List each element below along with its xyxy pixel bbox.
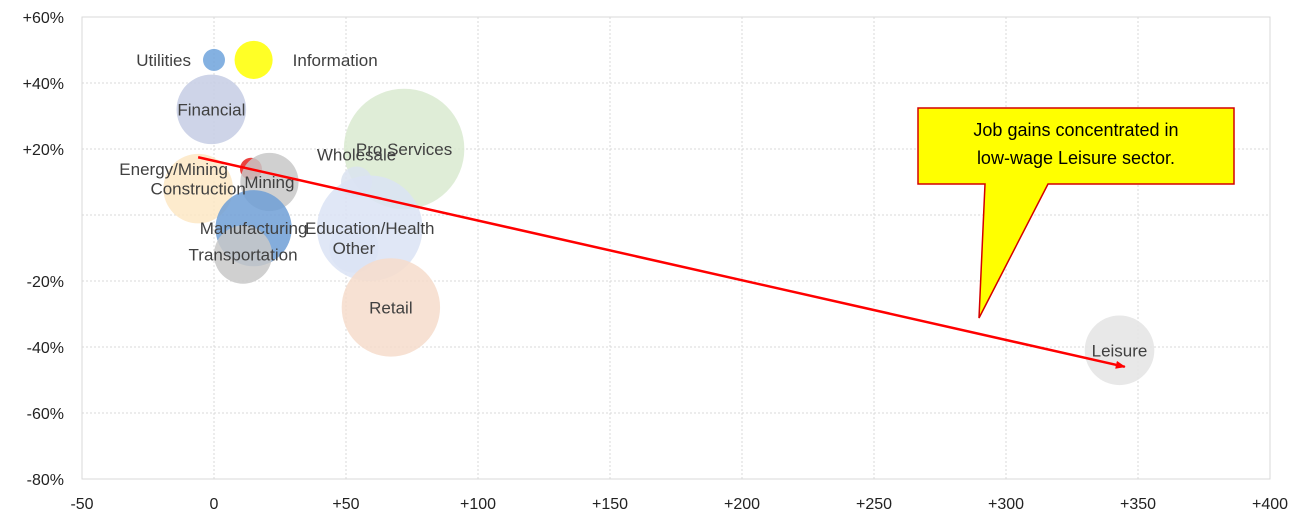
- x-tick-label: -50: [70, 496, 93, 513]
- callout-shape: [917, 107, 1235, 319]
- x-tick-label: +350: [1120, 496, 1156, 513]
- bubble-label-education-health: Education/Health: [305, 219, 434, 238]
- bubble-label-wholesale: Wholesale: [317, 145, 396, 164]
- y-tick-label: -40%: [27, 340, 64, 357]
- bubble-label-manufacturing: Manufacturing: [200, 219, 308, 238]
- bubble-retail: [341, 258, 441, 357]
- callout-line-2: low-wage Leisure sector.: [977, 148, 1175, 168]
- x-tick-label: +400: [1252, 496, 1288, 513]
- callout: Job gains concentrated in low-wage Leisu…: [917, 107, 1235, 319]
- bubble-financial: [176, 74, 247, 145]
- bubble-label-utilities: Utilities: [136, 51, 191, 70]
- gridlines: [82, 17, 1270, 479]
- bubble-information: [234, 40, 273, 79]
- bubble-label-information: Information: [293, 51, 378, 70]
- bubble-label-energy-mining: Energy/Mining: [119, 160, 228, 179]
- x-tick-label: +250: [856, 496, 892, 513]
- x-axis-tick-labels: -50 0 +50 +100 +150 +200 +250 +300 +350 +400: [70, 496, 1288, 513]
- trend-arrow: [197, 156, 1126, 369]
- y-tick-label: +40%: [23, 76, 64, 93]
- bubble-label-leisure: Leisure: [1092, 341, 1148, 360]
- x-tick-label: 0: [210, 496, 219, 513]
- x-tick-label: +200: [724, 496, 760, 513]
- bubble-label-pro-services: Pro Services: [356, 140, 452, 159]
- x-tick-label: +150: [592, 496, 628, 513]
- bubble-series: [163, 40, 1155, 386]
- y-tick-label: +20%: [23, 142, 64, 159]
- bubble-leisure: [1084, 315, 1155, 386]
- bubble-label-retail: Retail: [369, 298, 412, 317]
- bubble-labels: Utilities Information Financial Pro Service…: [119, 51, 1147, 360]
- bubble-label-mining: Mining: [244, 173, 294, 192]
- bubble-label-financial: Financial: [177, 100, 245, 119]
- bubble-utilities: [203, 48, 225, 71]
- bubble-other: [329, 223, 379, 273]
- x-tick-label: +100: [460, 496, 496, 513]
- bubble-label-construction: Construction: [150, 180, 245, 199]
- x-tick-label: +300: [988, 496, 1024, 513]
- y-tick-label: -80%: [27, 472, 64, 489]
- bubble-label-transportation: Transportation: [189, 246, 298, 265]
- bubble-transportation: [213, 225, 273, 284]
- callout-line-1: Job gains concentrated in: [973, 120, 1178, 140]
- y-tick-label: -60%: [27, 406, 64, 423]
- bubble-label-other: Other: [333, 239, 376, 258]
- bubble-construction: [163, 153, 233, 224]
- y-axis-tick-labels: +60% +40% +20% -20% -40% -60% -80%: [23, 10, 64, 489]
- y-tick-label: -20%: [27, 274, 64, 291]
- x-tick-label: +50: [332, 496, 359, 513]
- y-tick-label: +60%: [23, 10, 64, 27]
